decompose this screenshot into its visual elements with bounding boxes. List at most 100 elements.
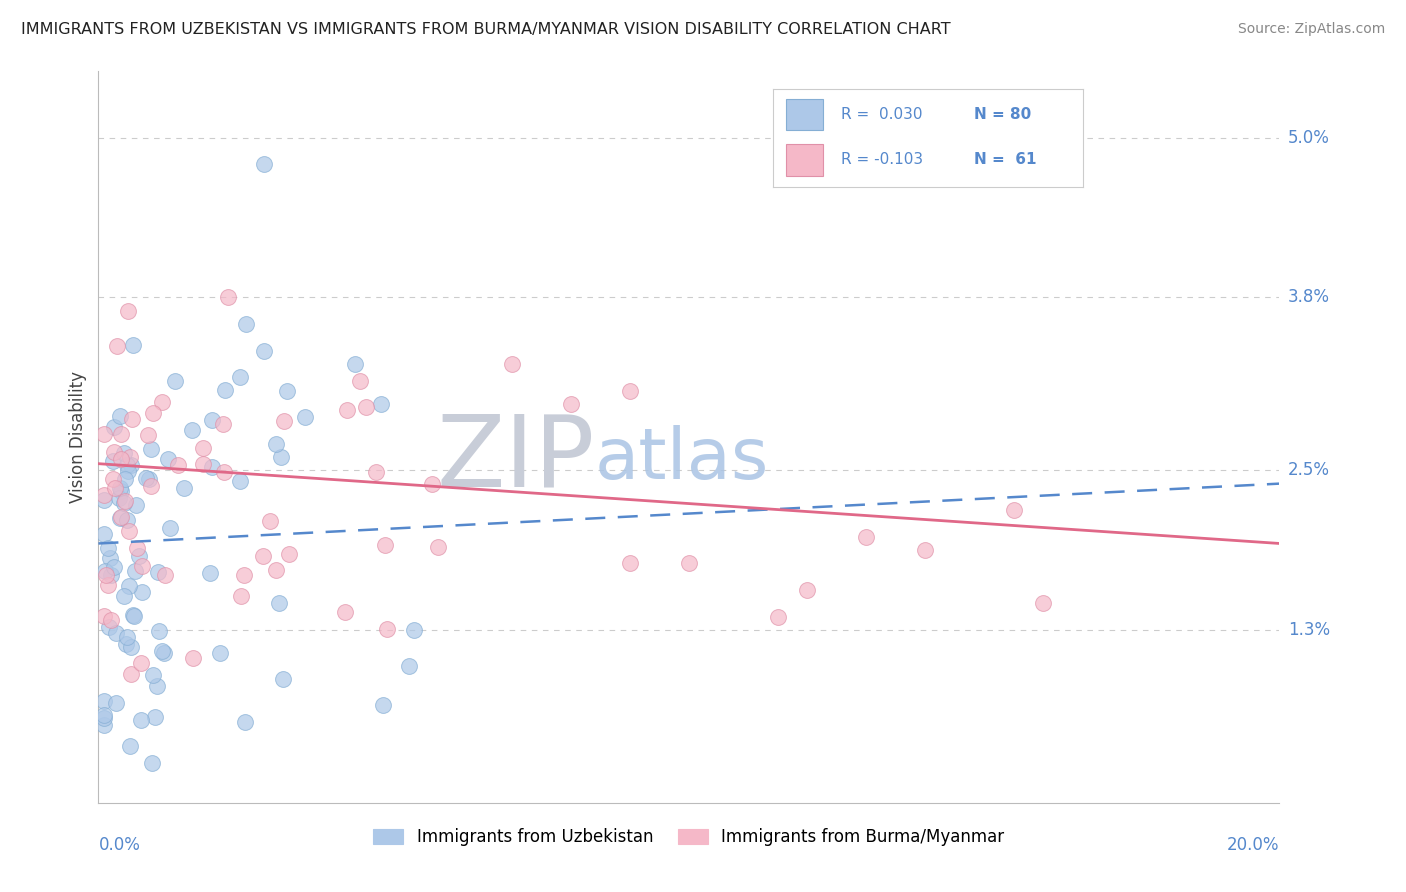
Point bbox=[93, 426, 115, 441]
Point bbox=[138, 472, 160, 486]
Point bbox=[201, 413, 224, 427]
Point bbox=[349, 374, 371, 388]
Point bbox=[276, 384, 298, 398]
Point bbox=[112, 446, 135, 460]
Point bbox=[143, 710, 166, 724]
Point bbox=[100, 567, 122, 582]
Point bbox=[375, 622, 398, 636]
Point bbox=[150, 395, 173, 409]
Point bbox=[173, 481, 195, 495]
Point bbox=[105, 626, 128, 640]
Point bbox=[125, 498, 148, 512]
Point bbox=[273, 415, 295, 429]
Point bbox=[374, 538, 396, 552]
Point bbox=[122, 338, 145, 352]
Point bbox=[93, 711, 115, 725]
Point bbox=[166, 458, 188, 473]
Point bbox=[766, 609, 789, 624]
Point bbox=[118, 579, 141, 593]
Point bbox=[201, 460, 224, 475]
Point bbox=[108, 491, 131, 505]
Point bbox=[141, 756, 163, 770]
Point bbox=[267, 596, 290, 610]
Point bbox=[277, 547, 299, 561]
Point bbox=[181, 424, 204, 438]
Point bbox=[159, 521, 181, 535]
Point bbox=[156, 451, 179, 466]
Point bbox=[153, 646, 176, 660]
Point bbox=[191, 457, 214, 471]
Point bbox=[115, 458, 138, 472]
Point bbox=[117, 464, 139, 478]
Point bbox=[294, 410, 316, 425]
Point bbox=[229, 474, 252, 488]
Point bbox=[271, 672, 294, 686]
Text: 20.0%: 20.0% bbox=[1227, 836, 1279, 854]
Point bbox=[139, 479, 162, 493]
Point bbox=[354, 400, 377, 414]
Point bbox=[370, 397, 392, 411]
Point bbox=[264, 436, 287, 450]
Point bbox=[110, 483, 132, 498]
Point bbox=[120, 640, 142, 654]
Point bbox=[114, 494, 136, 508]
Text: 3.8%: 3.8% bbox=[1288, 288, 1330, 307]
Legend: Immigrants from Uzbekistan, Immigrants from Burma/Myanmar: Immigrants from Uzbekistan, Immigrants f… bbox=[367, 822, 1011, 853]
Point bbox=[153, 568, 176, 582]
Text: R = -0.103: R = -0.103 bbox=[841, 153, 924, 168]
Point bbox=[253, 343, 276, 358]
Text: IMMIGRANTS FROM UZBEKISTAN VS IMMIGRANTS FROM BURMA/MYANMAR VISION DISABILITY CO: IMMIGRANTS FROM UZBEKISTAN VS IMMIGRANTS… bbox=[21, 22, 950, 37]
Point bbox=[110, 510, 132, 524]
Point bbox=[110, 510, 132, 524]
Point bbox=[110, 481, 132, 495]
Point bbox=[98, 619, 121, 633]
Point bbox=[366, 465, 388, 479]
FancyBboxPatch shape bbox=[786, 145, 823, 176]
Point bbox=[117, 303, 139, 318]
Point bbox=[142, 668, 165, 682]
Point bbox=[93, 492, 115, 507]
FancyBboxPatch shape bbox=[786, 99, 823, 130]
Point bbox=[208, 646, 231, 660]
Point bbox=[427, 540, 450, 554]
Point bbox=[181, 651, 204, 665]
Point bbox=[142, 406, 165, 420]
Point bbox=[135, 471, 157, 485]
Point bbox=[108, 409, 131, 423]
Text: 1.3%: 1.3% bbox=[1288, 621, 1330, 639]
Point bbox=[259, 514, 281, 528]
Point bbox=[212, 417, 235, 431]
Point bbox=[501, 357, 523, 371]
Point bbox=[98, 551, 121, 566]
Point bbox=[122, 607, 145, 622]
Point bbox=[103, 419, 125, 434]
Point bbox=[165, 374, 187, 388]
Point bbox=[105, 338, 128, 352]
Text: Source: ZipAtlas.com: Source: ZipAtlas.com bbox=[1237, 22, 1385, 37]
Point bbox=[371, 698, 394, 712]
Point bbox=[560, 397, 582, 411]
Point bbox=[228, 370, 250, 384]
Point bbox=[212, 465, 235, 479]
Text: 2.5%: 2.5% bbox=[1288, 461, 1330, 479]
Point bbox=[93, 694, 115, 708]
Point bbox=[914, 543, 936, 558]
Point bbox=[136, 428, 159, 442]
Point bbox=[398, 659, 420, 673]
Point bbox=[96, 578, 118, 592]
Point bbox=[93, 608, 115, 623]
Text: 5.0%: 5.0% bbox=[1288, 128, 1330, 147]
Point bbox=[128, 549, 150, 563]
Point bbox=[1032, 596, 1054, 610]
Point bbox=[104, 696, 127, 710]
Point bbox=[103, 445, 125, 459]
Y-axis label: Vision Disability: Vision Disability bbox=[69, 371, 87, 503]
Point bbox=[270, 450, 292, 464]
Point bbox=[129, 713, 152, 727]
Point bbox=[125, 541, 148, 556]
Point bbox=[121, 412, 143, 426]
Point bbox=[112, 589, 135, 603]
Point bbox=[114, 472, 136, 486]
Point bbox=[110, 452, 132, 467]
Point bbox=[150, 644, 173, 658]
